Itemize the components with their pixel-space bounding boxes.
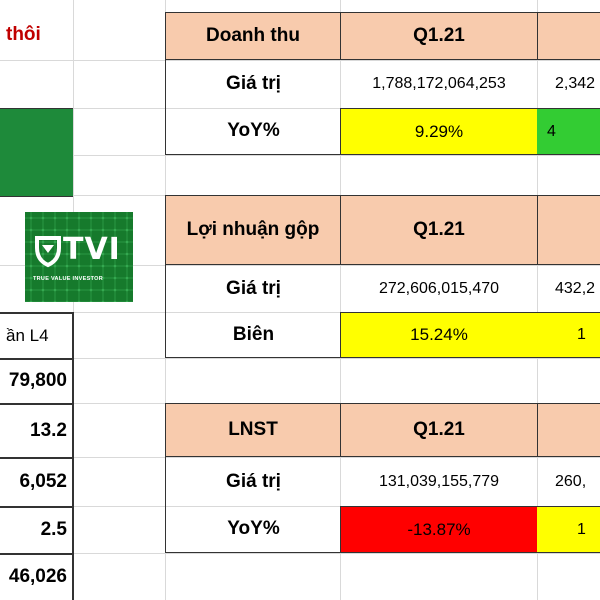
- logo-tagline: TRUE VALUE INVESTOR: [33, 276, 103, 282]
- next-period-header: [537, 195, 600, 265]
- row-label: Giá trị: [165, 265, 341, 312]
- row-value-next: 2,342: [555, 75, 596, 92]
- row-value: 1,788,172,064,253: [372, 75, 506, 92]
- row-value: 131,039,155,779: [378, 472, 500, 490]
- row-label: Biên: [165, 312, 341, 358]
- row-value-next: 260,: [555, 472, 587, 490]
- margin-value: 15.24%: [340, 312, 538, 358]
- left-value: 46,026: [8, 566, 67, 587]
- yoy-value: 9.29%: [340, 108, 538, 155]
- left-label-fragment: ần L4: [6, 325, 49, 345]
- left-title-fragment: thôi: [6, 24, 41, 45]
- left-value: 13.2: [30, 419, 67, 441]
- yoy-value-next: 4: [537, 108, 600, 155]
- margin-value-next: 1: [537, 312, 600, 358]
- logo-text: TVI: [63, 232, 121, 267]
- row-label: Giá trị: [165, 457, 341, 506]
- table-header: LNST: [165, 403, 341, 457]
- yoy-value-next: 1: [537, 506, 600, 553]
- left-value: 6,052: [19, 471, 67, 492]
- table-header: Lợi nhuận gộp: [165, 195, 341, 265]
- yoy-value: -13.87%: [340, 506, 538, 553]
- row-label: YoY%: [165, 506, 341, 553]
- period-header: Q1.21: [340, 195, 538, 265]
- row-value: 272,606,015,470: [378, 279, 500, 297]
- next-period-header: [537, 403, 600, 457]
- next-period-header: [537, 12, 600, 60]
- left-value: 2.5: [40, 519, 67, 540]
- period-header: Q1.21: [340, 403, 538, 457]
- table-header: Doanh thu: [165, 12, 341, 60]
- dark-green-block: [0, 108, 73, 197]
- row-label: Giá trị: [165, 60, 341, 108]
- row-label: YoY%: [165, 108, 341, 155]
- left-value: 79,800: [8, 370, 67, 391]
- tvi-logo: TVI TRUE VALUE INVESTOR: [25, 212, 133, 302]
- row-value-next: 432,2: [555, 279, 596, 297]
- period-header: Q1.21: [340, 12, 538, 60]
